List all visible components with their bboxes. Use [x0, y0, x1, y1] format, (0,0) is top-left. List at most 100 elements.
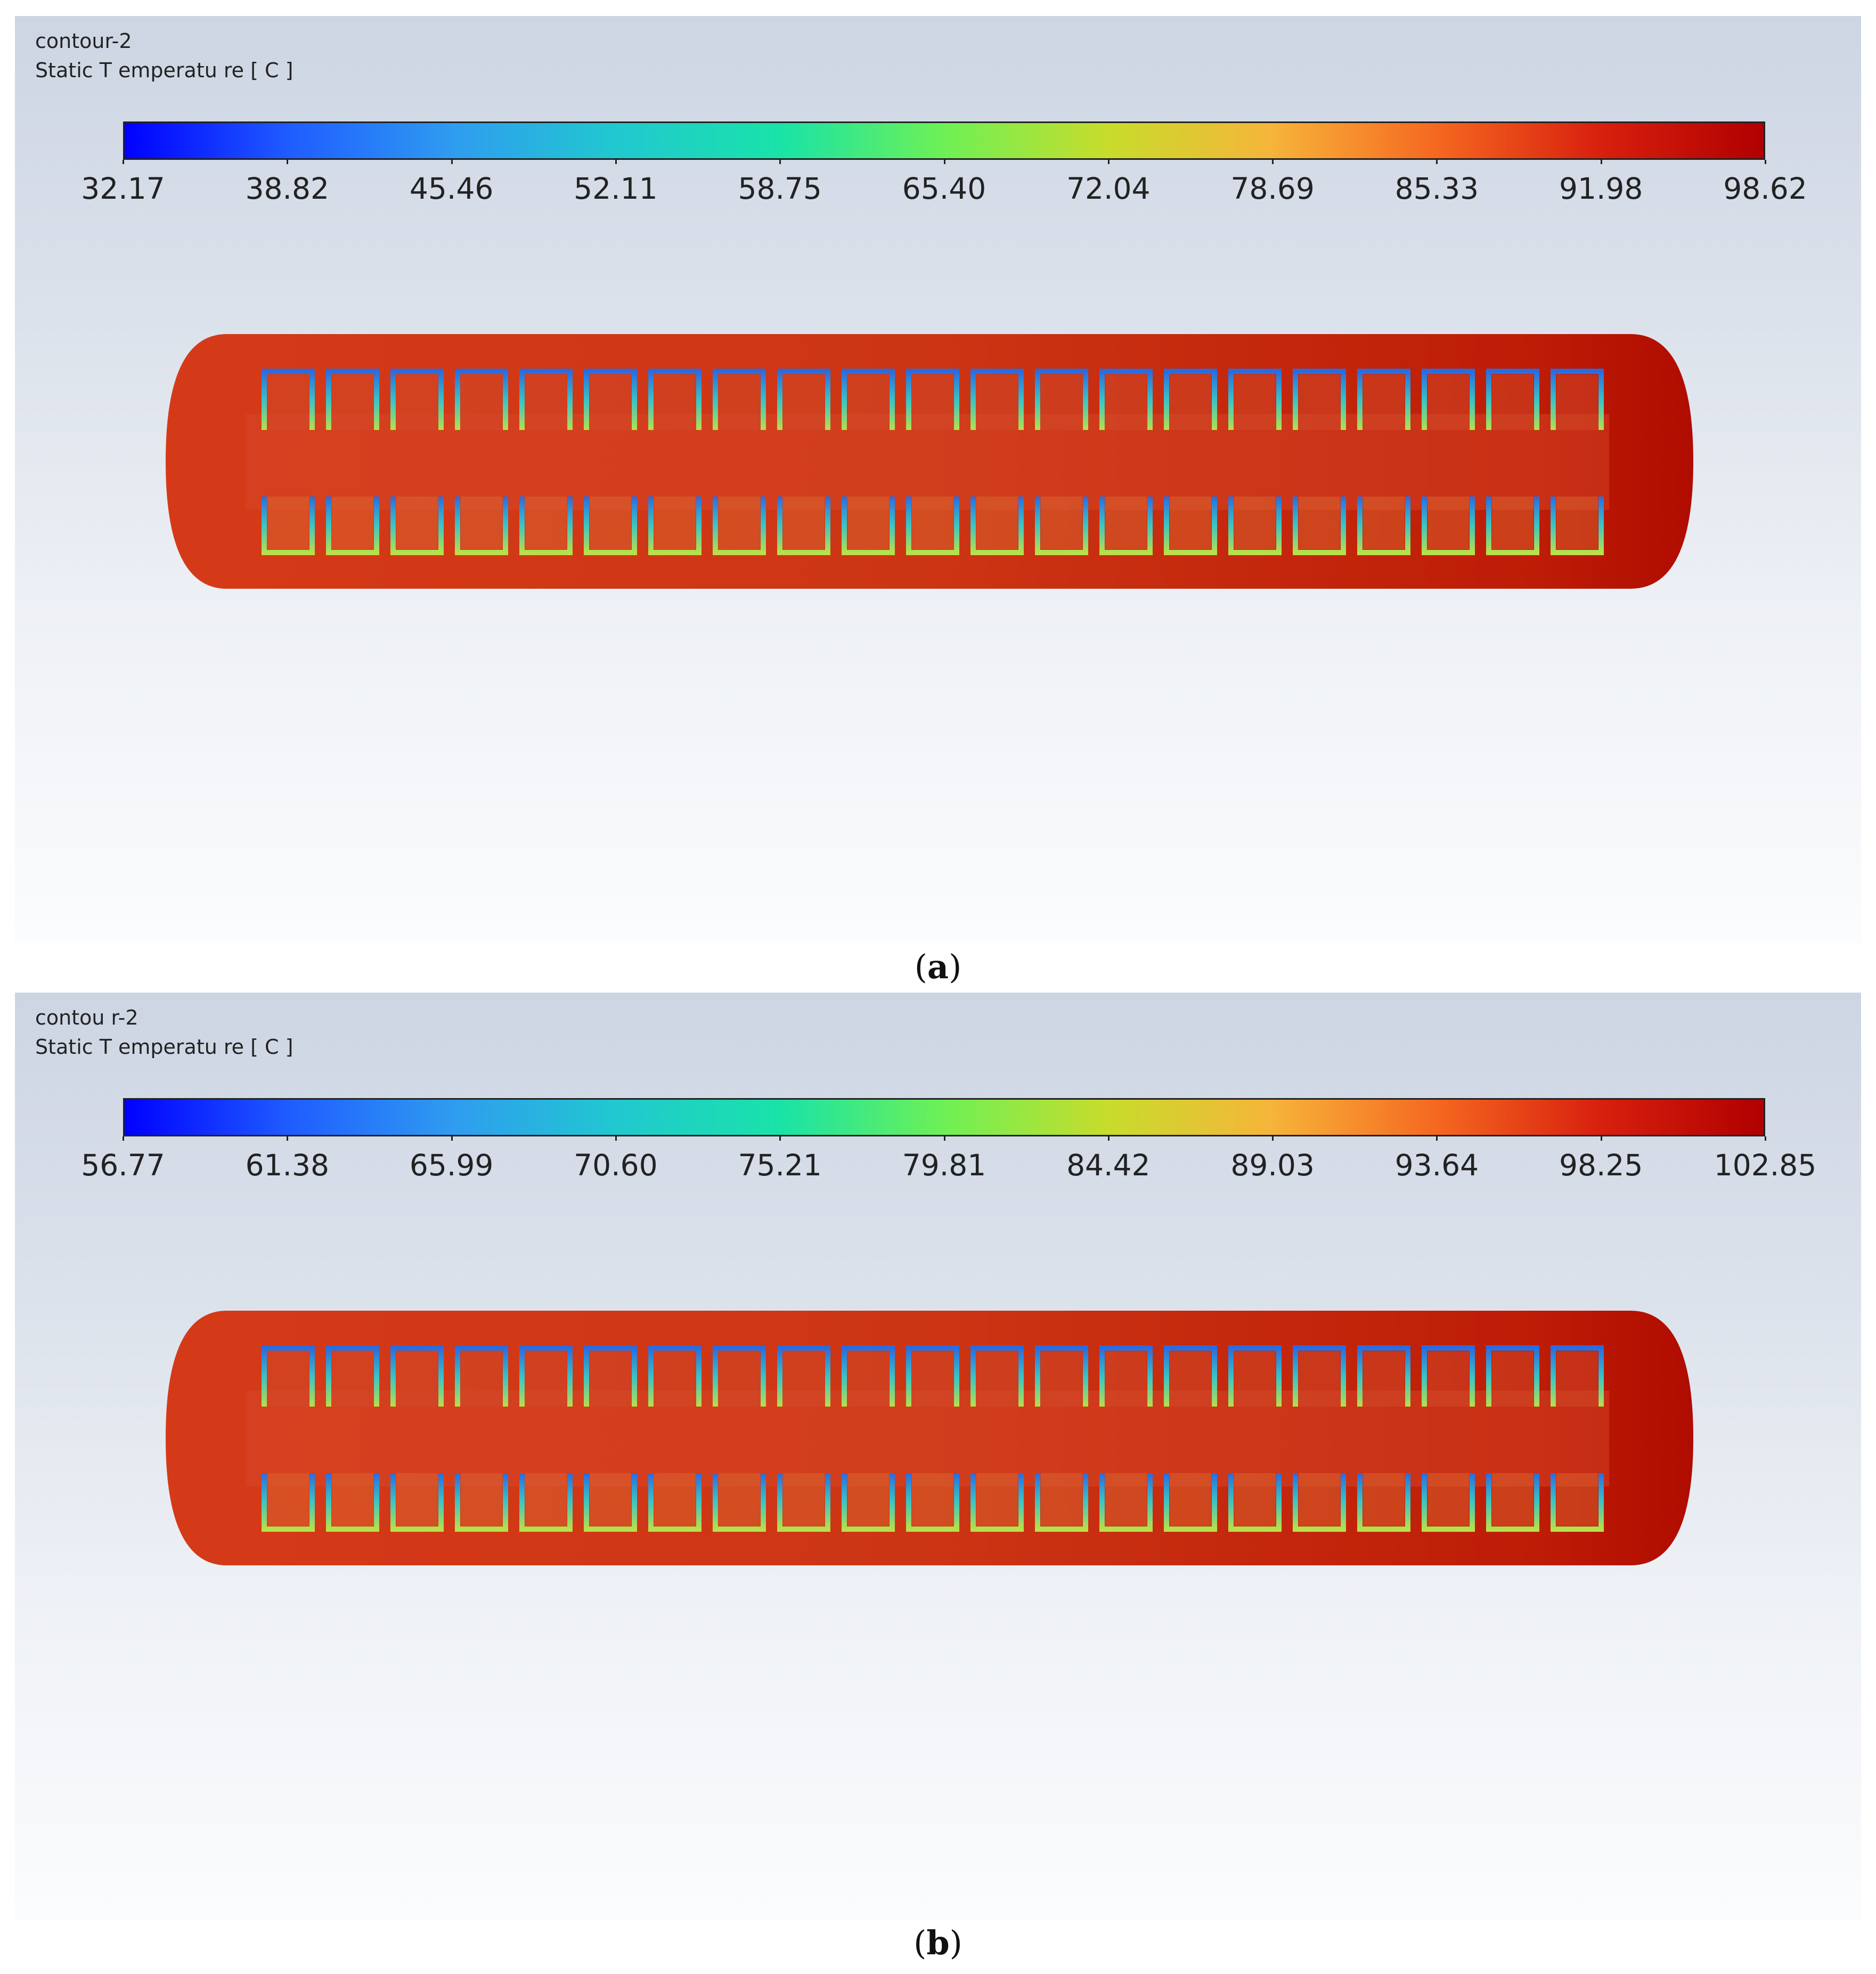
- tube-bottom: [455, 497, 508, 555]
- tube-top-interior: [1105, 375, 1147, 430]
- tube-top-interior: [590, 375, 631, 430]
- tube-bottom: [1293, 497, 1346, 555]
- tube-top-interior: [461, 1351, 502, 1407]
- tube-bottom-interior: [396, 1473, 438, 1526]
- tube-bottom-interior: [1041, 1473, 1082, 1526]
- tube-top-interior: [525, 1351, 567, 1407]
- tube-top-interior: [783, 375, 825, 430]
- tube-bottom-interior: [1299, 497, 1340, 549]
- colorbar-tick-label: 65.99: [409, 1148, 494, 1182]
- tube-top: [713, 369, 766, 430]
- tube-bottom: [262, 1473, 315, 1532]
- tube-top-interior: [1428, 375, 1469, 430]
- colorbar-tick-label: 78.69: [1230, 172, 1315, 206]
- tube-top-interior: [1170, 375, 1211, 430]
- tube-top: [1099, 1345, 1153, 1407]
- tube-top: [713, 1345, 766, 1407]
- colorbar-tick: [615, 160, 617, 164]
- tube-bottom-interior: [525, 1473, 567, 1526]
- tube-bottom-interior: [783, 497, 825, 549]
- tube-top-interior: [1363, 1351, 1405, 1407]
- tube-top-interior: [1492, 375, 1534, 430]
- tube-top: [1164, 1345, 1217, 1407]
- tube-bottom: [777, 497, 830, 555]
- colorbar-tick: [1600, 1136, 1602, 1141]
- tube-bottom: [842, 1473, 895, 1532]
- tube-top-interior: [590, 1351, 631, 1407]
- colorbar-tick: [1436, 160, 1438, 164]
- tube-top: [1293, 369, 1346, 430]
- tube-top: [390, 1345, 444, 1407]
- tube-top-interior: [396, 1351, 438, 1407]
- tube-bottom: [1486, 1473, 1539, 1532]
- colorbar-tick: [287, 1136, 289, 1141]
- tube-top-interior: [1556, 1351, 1598, 1407]
- tube-bottom: [455, 1473, 508, 1532]
- tube-top-interior: [1299, 1351, 1340, 1407]
- tube-top: [970, 369, 1024, 430]
- tube-top: [842, 369, 895, 430]
- colorbar-tick-label: 52.11: [574, 172, 658, 206]
- tube-top: [1293, 1345, 1346, 1407]
- tube-top: [326, 369, 379, 430]
- tube-bottom: [713, 1473, 766, 1532]
- tube-bottom-interior: [719, 1473, 760, 1526]
- tube-top: [1486, 369, 1539, 430]
- tube-top-interior: [912, 1351, 953, 1407]
- tube-top-interior: [1492, 1351, 1534, 1407]
- tube-top: [455, 369, 508, 430]
- colorbar-tick: [1765, 160, 1766, 164]
- colorbar-tick: [1107, 1136, 1110, 1141]
- tube-top: [519, 369, 573, 430]
- colorbar-tick-label: 91.98: [1559, 172, 1643, 206]
- tube-bottom-interior: [396, 497, 438, 549]
- tube-bottom: [390, 497, 444, 555]
- tube-top: [648, 369, 702, 430]
- tube-bottom-interior: [267, 497, 309, 549]
- tube-bottom-interior: [1492, 497, 1534, 549]
- colorbar-tick-label: 75.21: [738, 1148, 822, 1182]
- tube-bottom: [584, 497, 637, 555]
- tube-bottom: [1293, 1473, 1346, 1532]
- tube-top: [1486, 1345, 1539, 1407]
- colorbar-tick: [1765, 1136, 1766, 1141]
- variable-label: Static T emperatu re [ C ]: [35, 59, 293, 82]
- tube-bottom: [1164, 1473, 1217, 1532]
- tube-bottom-interior: [332, 497, 373, 549]
- tube-top-interior: [1041, 375, 1082, 430]
- tube-top-interior: [847, 375, 889, 430]
- tube-bottom-interior: [1363, 497, 1405, 549]
- colorbar-tick-label: 79.81: [902, 1148, 986, 1182]
- caption-close-paren: ): [949, 1923, 963, 1962]
- tube-bottom: [1422, 497, 1475, 555]
- colorbar-tick-label: 61.38: [245, 1148, 330, 1182]
- tube-top-interior: [332, 375, 373, 430]
- tube-bottom: [1357, 1473, 1410, 1532]
- tube-top-interior: [1363, 375, 1405, 430]
- tube-bottom-interior: [847, 1473, 889, 1526]
- colorbar-tick: [943, 1136, 945, 1141]
- tube-bottom-interior: [1170, 497, 1211, 549]
- vessel-drawing: [166, 1311, 1693, 1565]
- tube-top-interior: [267, 1351, 309, 1407]
- colorbar: [123, 121, 1765, 160]
- colorbar-tick-label: 89.03: [1230, 1148, 1315, 1182]
- tube-bottom: [519, 497, 573, 555]
- tube-top-interior: [847, 1351, 889, 1407]
- colorbar-tick: [451, 160, 453, 164]
- colorbar-tick: [451, 1136, 453, 1141]
- tube-bottom-interior: [590, 497, 631, 549]
- tube-bottom: [1035, 1473, 1088, 1532]
- tube-bottom: [326, 1473, 379, 1532]
- colorbar-tick: [943, 160, 945, 164]
- tube-bottom-interior: [461, 1473, 502, 1526]
- caption-b: (b): [0, 1923, 1876, 1962]
- caption-open-paren: (: [913, 1923, 927, 1962]
- colorbar-tick-label: 65.40: [902, 172, 986, 206]
- tube-top: [842, 1345, 895, 1407]
- tube-bottom-interior: [1428, 497, 1469, 549]
- colorbar-tick-label: 38.82: [245, 172, 330, 206]
- tube-top-interior: [1428, 1351, 1469, 1407]
- colorbar-tick: [1272, 1136, 1274, 1141]
- tube-bottom: [1228, 497, 1282, 555]
